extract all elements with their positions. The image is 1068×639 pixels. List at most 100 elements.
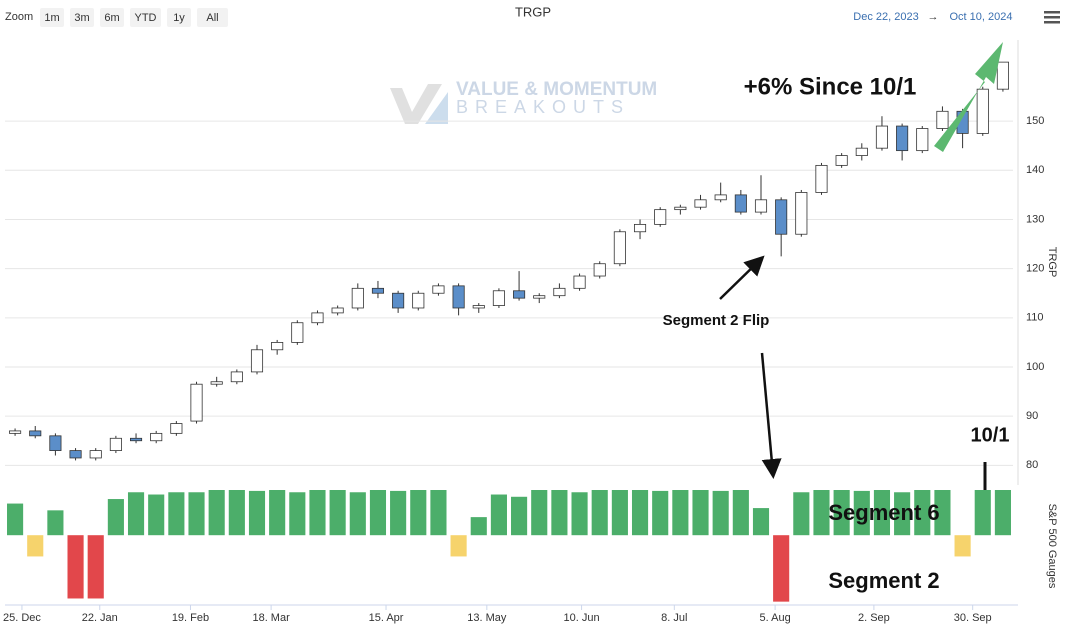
annotation: +6% Since 10/1 (744, 73, 917, 100)
gauge-bar (188, 492, 205, 536)
gauge-bar (672, 490, 689, 536)
candle-body (795, 192, 808, 235)
candle-body (815, 164, 828, 193)
zoom-button[interactable]: 1y (167, 8, 191, 27)
candle-body (654, 209, 667, 225)
button-label: 6m (104, 12, 119, 24)
candle-body (392, 292, 405, 309)
watermark-text: BREAKOUTS (456, 97, 630, 117)
gauge-bar (692, 490, 709, 536)
gauge-bar (289, 492, 306, 536)
gauge-bar (853, 490, 870, 536)
watermark: VALUE & MOMENTUM BREAKOUTS (390, 79, 657, 124)
candle-body (613, 231, 626, 265)
gauge-bar (571, 492, 588, 536)
x-tick-label: 15. Apr (369, 612, 404, 624)
candle-body (271, 342, 284, 351)
candle-body (936, 110, 949, 129)
candle-body (996, 61, 1009, 90)
x-tick-label: 30. Sep (954, 612, 992, 624)
gauge-bar (652, 490, 669, 536)
gauge-bar (349, 492, 366, 536)
zoom-button[interactable]: YTD (130, 8, 161, 27)
candle-body (190, 383, 203, 422)
candle-body (29, 430, 42, 437)
candle-body (633, 223, 647, 233)
candle-body (916, 128, 929, 152)
y-tick-label: 110 (1026, 312, 1044, 324)
x-tick-label: 25. Dec (3, 612, 41, 624)
gauge-bar (773, 535, 790, 602)
zoom-button[interactable]: 6m (100, 8, 124, 27)
date-from[interactable]: Dec 22, 2023 (853, 11, 918, 23)
candle-body (533, 295, 546, 299)
button-bg (167, 8, 191, 27)
candle-body (553, 287, 566, 297)
gauge-bar (974, 490, 991, 536)
gauge-bar (934, 490, 951, 536)
candle-body (69, 450, 82, 459)
candle-body (492, 290, 505, 306)
candle-body (875, 125, 889, 149)
x-tick-label: 8. Jul (661, 612, 687, 624)
y-tick-label: 140 (1026, 164, 1044, 176)
zoom-button[interactable]: 1m (40, 8, 64, 27)
candle-body (432, 285, 445, 294)
candle-body (351, 287, 364, 309)
gauge-bar (148, 494, 165, 536)
y-tick-label: 150 (1026, 115, 1044, 127)
gauge-bar (127, 492, 145, 536)
candle-body (170, 423, 183, 434)
gauge-bar (208, 490, 225, 536)
gauge-bar (531, 490, 548, 536)
gauge-bar (450, 535, 467, 557)
x-tick-label: 5. Aug (760, 612, 791, 624)
candle-body (855, 147, 868, 156)
y-tick-label: 90 (1026, 410, 1038, 422)
gauge-bar (591, 490, 608, 536)
gauge-bar (813, 490, 830, 536)
gauge-bar (490, 494, 507, 536)
annotation-arrow (719, 255, 765, 300)
gauge-bar (369, 490, 387, 536)
date-to[interactable]: Oct 10, 2024 (950, 11, 1013, 23)
candle-body (210, 381, 223, 385)
menu-icon[interactable] (1044, 11, 1060, 24)
button-bg (197, 8, 228, 27)
gauge-bar (994, 490, 1011, 536)
gauge-bar (894, 492, 911, 536)
y-axis-label: S&P 500 Gauges (1046, 504, 1058, 589)
gauge-bar (27, 535, 44, 557)
candle-body (714, 194, 727, 201)
candle-body (109, 437, 122, 451)
candle-body (291, 322, 304, 343)
candle-body (775, 199, 788, 235)
gauge-bar (954, 535, 971, 557)
x-tick-label: 10. Jun (564, 612, 600, 624)
button-label: YTD (135, 12, 157, 24)
annotation: Segment 6 (828, 500, 939, 525)
gauge-bar (732, 490, 749, 536)
zoom-button[interactable]: 3m (70, 8, 94, 27)
zoom-button[interactable]: All (197, 8, 228, 27)
gauge-bar (551, 490, 568, 536)
gauge-bar (752, 508, 770, 536)
candle-body (371, 287, 385, 294)
gauge-bar (631, 490, 649, 536)
gauge-bar (329, 490, 346, 536)
annotation: Segment 2 Flip (663, 312, 770, 329)
gauge-bar (248, 490, 266, 536)
gauge-bar (269, 490, 286, 536)
y-tick-label: 130 (1026, 213, 1044, 225)
x-tick-label: 2. Sep (858, 612, 890, 624)
x-tick-label: 19. Feb (172, 612, 209, 624)
gauge-bar (390, 490, 407, 536)
gauge-bar (410, 490, 427, 536)
gauge-bar (430, 490, 447, 536)
zoom-label: Zoom (5, 11, 33, 23)
x-tick-label: 22. Jan (82, 612, 118, 624)
button-label: All (206, 12, 218, 24)
button-label: 1y (173, 12, 185, 24)
